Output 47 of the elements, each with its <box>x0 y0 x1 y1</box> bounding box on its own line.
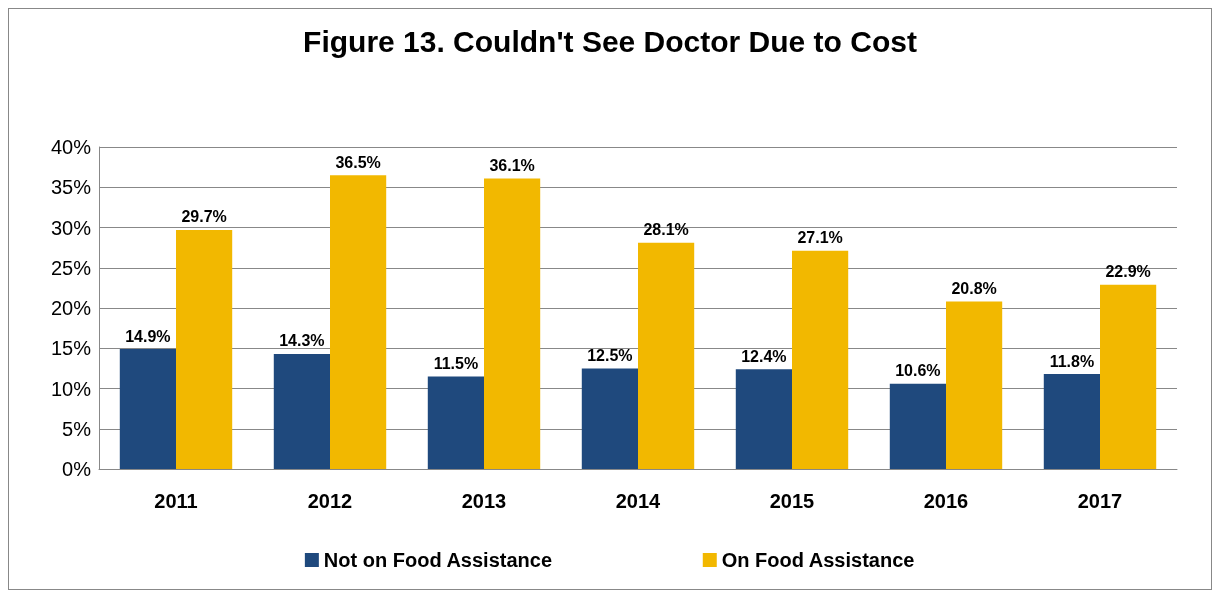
data-label: 27.1% <box>797 229 843 247</box>
bar <box>1100 284 1157 469</box>
y-tick-label: 15% <box>50 337 92 360</box>
y-tick-label: 30% <box>50 216 92 239</box>
bar <box>581 368 638 469</box>
bar <box>1043 374 1100 469</box>
data-label: 11.8% <box>1049 352 1095 370</box>
chart-title: Figure 13. Couldn't See Doctor Due to Cost <box>303 24 917 58</box>
y-tick-label: 25% <box>50 256 92 279</box>
y-tick-label: 35% <box>50 176 92 199</box>
bar <box>119 349 176 469</box>
y-tick-label: 5% <box>62 417 92 440</box>
bar <box>273 353 330 469</box>
bar <box>330 175 387 469</box>
y-tick-label: 40% <box>50 136 92 158</box>
x-tick-label: 2017 <box>1077 490 1123 512</box>
data-label: 10.6% <box>895 362 941 380</box>
data-label: 28.1% <box>643 221 689 239</box>
x-tick-label: 2016 <box>923 490 969 512</box>
legend-label: On Food Assistance <box>721 549 915 571</box>
x-tick-label: 2013 <box>461 490 507 512</box>
data-label: 12.5% <box>587 346 633 364</box>
data-label: 22.9% <box>1105 263 1151 281</box>
y-tick-label: 0% <box>62 458 92 480</box>
bar <box>427 376 484 469</box>
y-tick-label: 10% <box>50 377 92 400</box>
bar <box>792 250 849 469</box>
data-label: 36.1% <box>489 156 535 174</box>
bar <box>889 383 946 469</box>
data-label: 11.5% <box>433 354 479 372</box>
y-tick-label: 20% <box>50 297 92 319</box>
x-tick-label: 2015 <box>769 490 815 512</box>
bar <box>484 178 541 469</box>
data-label: 36.5% <box>335 153 381 171</box>
bar <box>638 242 695 469</box>
bar <box>735 369 792 469</box>
bar <box>176 229 233 469</box>
x-tick-label: 2014 <box>615 490 662 512</box>
data-label: 14.3% <box>279 332 325 350</box>
x-tick-label: 2012 <box>307 490 353 512</box>
bar <box>946 301 1003 469</box>
data-label: 12.4% <box>741 347 787 365</box>
data-label: 29.7% <box>181 208 227 226</box>
data-label: 14.9% <box>125 327 171 345</box>
legend-label: Not on Food Assistance <box>323 549 553 571</box>
x-tick-label: 2011 <box>154 490 198 512</box>
data-label: 20.8% <box>951 280 997 298</box>
